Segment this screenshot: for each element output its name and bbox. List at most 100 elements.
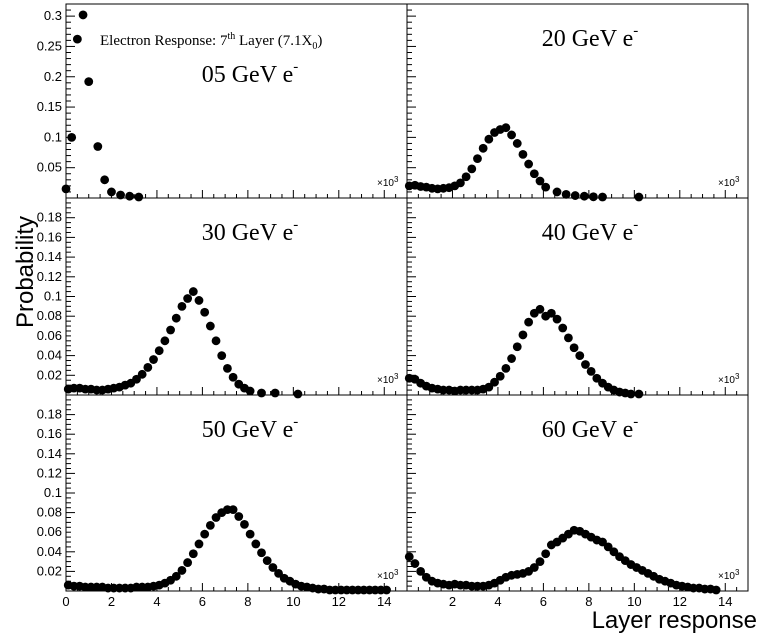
data-point xyxy=(211,513,221,522)
data-point xyxy=(512,342,522,352)
data-point xyxy=(268,563,278,572)
x-multiplier-exp: 3 xyxy=(394,175,399,184)
panel-2: ×103 20 GeV e- xyxy=(404,3,749,202)
data-point xyxy=(78,10,88,20)
y-tick-label: 0.05 xyxy=(37,160,62,175)
data-point xyxy=(183,558,193,567)
data-point xyxy=(467,164,477,174)
data-point xyxy=(524,317,534,327)
data-point xyxy=(149,355,158,364)
data-point xyxy=(257,388,266,398)
panel-label-sup: - xyxy=(293,414,298,430)
data-point xyxy=(200,529,210,539)
panel-3: 0.020.040.060.080.10.120.140.160.18×1033… xyxy=(37,197,408,399)
data-point xyxy=(245,529,255,539)
panel-label: 20 GeV e- xyxy=(542,23,639,52)
data-point xyxy=(245,386,255,396)
data-point xyxy=(490,377,499,387)
data-point xyxy=(552,187,562,197)
x-multiplier-exp: 3 xyxy=(394,372,399,381)
x-multiplier-base: ×10 xyxy=(718,571,735,582)
panel-label-sup: - xyxy=(293,217,298,233)
panel-label: 50 GeV e- xyxy=(202,414,299,443)
data-point xyxy=(240,519,249,529)
data-point xyxy=(507,354,516,363)
data-point xyxy=(262,556,272,566)
data-point xyxy=(205,520,215,530)
data-point xyxy=(200,307,210,317)
y-tick-label: 0.25 xyxy=(37,38,62,53)
x-tick-label: 4 xyxy=(494,594,501,609)
panel-label: 40 GeV e- xyxy=(542,217,639,246)
x-tick-label: 2 xyxy=(108,594,115,609)
x-tick-label: 12 xyxy=(673,594,687,609)
data-point xyxy=(125,191,135,201)
data-point xyxy=(484,382,494,392)
data-point xyxy=(529,563,539,572)
data-point xyxy=(251,539,261,549)
data-point xyxy=(143,363,153,372)
data-point xyxy=(518,149,528,159)
data-point xyxy=(634,389,644,399)
data-point xyxy=(484,134,494,144)
data-point xyxy=(575,351,585,360)
panel-4: ×103 40 GeV e- xyxy=(404,197,749,399)
data-point xyxy=(67,132,77,142)
y-tick-label: 0.08 xyxy=(37,505,62,520)
x-multiplier: ×103 xyxy=(377,372,399,386)
y-tick-label: 0.02 xyxy=(37,367,62,382)
data-point xyxy=(552,314,562,324)
data-point xyxy=(558,323,568,333)
data-point xyxy=(270,388,280,398)
data-point xyxy=(93,142,103,151)
data-point xyxy=(183,294,193,303)
data-point xyxy=(461,172,471,182)
data-point xyxy=(579,191,589,201)
x-tick-label: 14 xyxy=(718,594,732,609)
data-point xyxy=(166,325,175,335)
data-point xyxy=(518,330,528,340)
data-point xyxy=(188,287,198,296)
x-multiplier-base: ×10 xyxy=(377,571,394,582)
data-point xyxy=(456,178,465,188)
data-point xyxy=(478,143,488,153)
data-point xyxy=(495,371,505,381)
x-tick-label: 14 xyxy=(377,594,391,609)
x-multiplier-base: ×10 xyxy=(718,178,735,189)
data-point xyxy=(598,192,607,202)
data-point xyxy=(634,192,644,202)
x-tick-label: 12 xyxy=(332,594,346,609)
panel-label: 30 GeV e- xyxy=(202,217,299,246)
y-tick-label: 0.2 xyxy=(44,69,62,84)
x-multiplier-exp: 3 xyxy=(735,372,740,381)
panel-label: 60 GeV e- xyxy=(542,414,639,443)
panel-label-text: 50 GeV e xyxy=(202,417,294,443)
y-tick-label: 0.04 xyxy=(37,348,62,363)
data-point xyxy=(171,571,181,581)
x-tick-label: 4 xyxy=(153,594,160,609)
y-tick-label: 0.18 xyxy=(37,210,62,225)
data-point xyxy=(501,123,511,133)
y-tick-label: 0.18 xyxy=(37,407,62,422)
data-point xyxy=(382,585,391,595)
y-axis-title: Probability xyxy=(12,216,39,328)
data-point xyxy=(535,176,545,186)
y-tick-label: 0.16 xyxy=(37,229,62,244)
y-tick-label: 0.06 xyxy=(37,328,62,343)
x-multiplier: ×103 xyxy=(718,175,740,189)
x-multiplier: ×103 xyxy=(377,175,399,189)
panel-6: 2 4 6 8 10 12 14 ×103 60 GeV e- xyxy=(404,394,749,609)
data-point xyxy=(529,169,539,179)
header-note: Electron Response: 7th Layer (7.1X0) xyxy=(100,31,322,52)
data-point xyxy=(535,557,545,566)
panel-label-sup: - xyxy=(633,23,638,39)
data-point xyxy=(561,189,571,199)
data-point xyxy=(404,552,414,562)
header-note-suffix: ) xyxy=(317,33,322,49)
data-point xyxy=(217,351,227,360)
data-point xyxy=(598,537,607,547)
y-tick-label: 0.1 xyxy=(44,485,62,500)
data-point xyxy=(188,549,198,559)
x-multiplier-base: ×10 xyxy=(377,375,394,386)
